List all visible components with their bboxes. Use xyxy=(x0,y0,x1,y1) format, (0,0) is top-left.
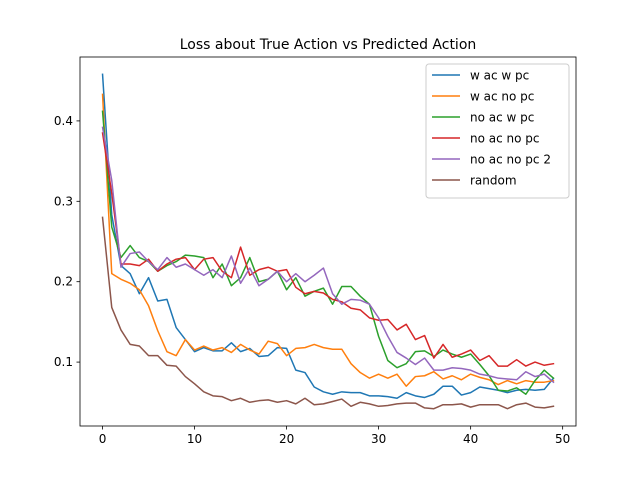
x-tick-label: 10 xyxy=(187,432,202,446)
y-tick-label: 0.4 xyxy=(54,114,73,128)
legend: w ac w pc w ac no pc no ac w pc no ac no pc… xyxy=(425,63,570,199)
axes: 0 10 20 30 40 50 0.1 0.2 0.3 0.4 xyxy=(54,56,577,446)
x-tick-label: 50 xyxy=(555,432,570,446)
series-line-2 xyxy=(101,93,555,387)
legend-label-2: w ac no pc xyxy=(470,90,534,104)
legend-label-4: no ac no pc xyxy=(470,132,540,146)
y-tick-label: 0.2 xyxy=(54,275,73,289)
axes-spines xyxy=(79,56,577,427)
x-tick-label: 0 xyxy=(99,432,107,446)
chart-title: Loss about True Action vs Predicted Acti… xyxy=(180,37,477,53)
legend-label-1: w ac w pc xyxy=(470,69,529,83)
series-line-1 xyxy=(101,73,555,400)
series-line-4 xyxy=(101,132,555,367)
x-tick-label: 30 xyxy=(371,432,386,446)
legend-label-6: random xyxy=(470,174,517,188)
series-line-5 xyxy=(101,126,555,384)
series-lines xyxy=(101,73,555,410)
y-tick-label: 0.1 xyxy=(54,355,73,369)
legend-box xyxy=(425,63,570,199)
y-tick-label: 0.3 xyxy=(54,194,73,208)
x-tick-label: 40 xyxy=(463,432,478,446)
legend-label-3: no ac w pc xyxy=(470,111,534,125)
legend-label-5: no ac no pc 2 xyxy=(470,153,551,167)
series-line-6 xyxy=(101,216,555,410)
x-tick-label: 20 xyxy=(279,432,294,446)
